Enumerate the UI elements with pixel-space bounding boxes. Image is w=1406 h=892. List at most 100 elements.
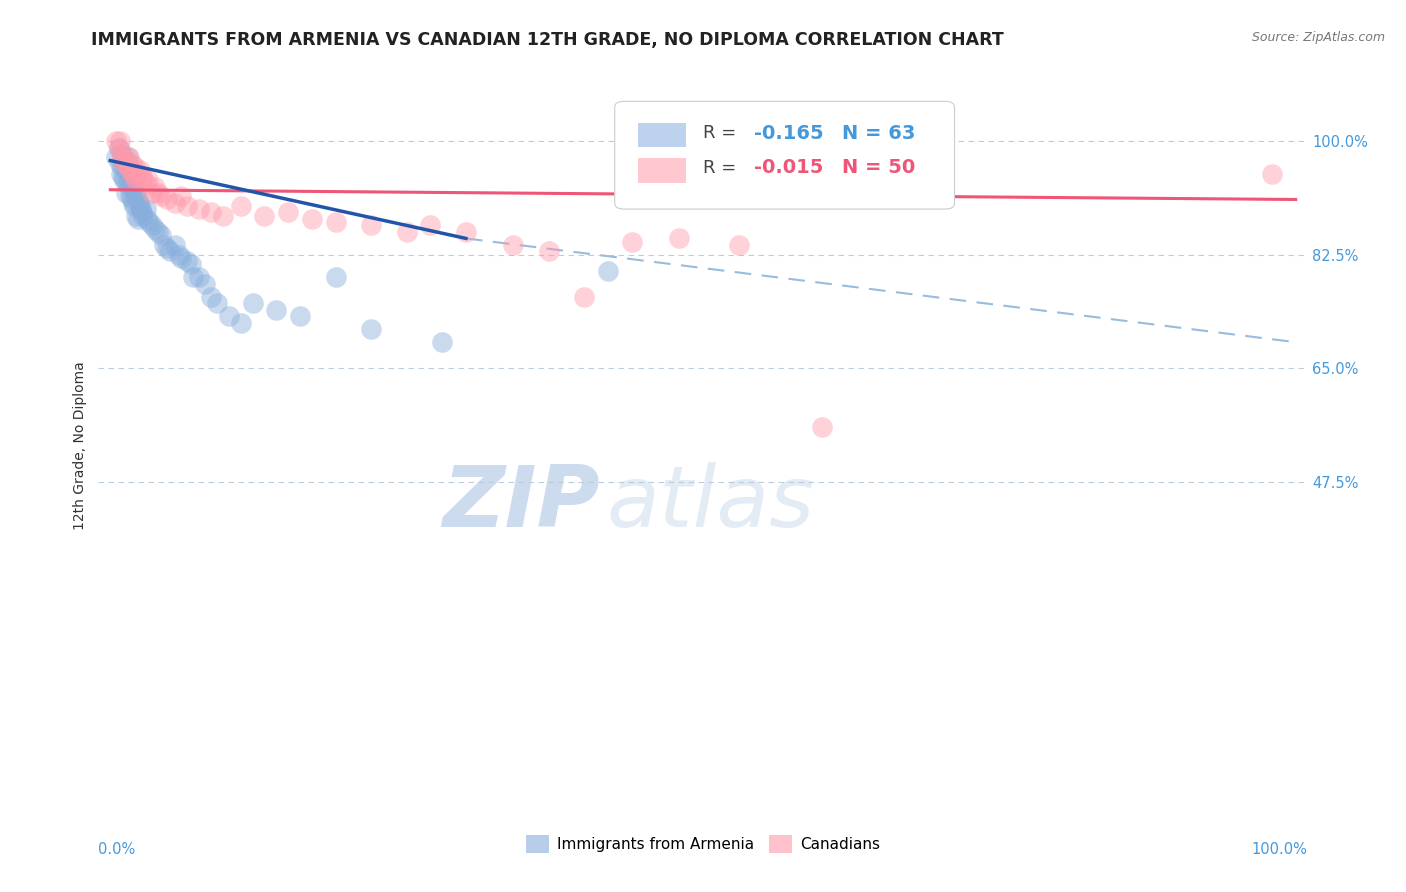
Point (117, 160, 139, 174)
Point (121, 195, 143, 210)
Point (105, 134, 128, 148)
Point (135, 176, 157, 190)
Point (114, 173, 136, 187)
Point (117, 150, 139, 164)
Point (325, 270, 347, 285)
Text: -0.015: -0.015 (754, 158, 823, 178)
Point (288, 310, 311, 324)
Point (176, 254, 198, 268)
Point (360, 219, 382, 233)
Point (150, 189, 173, 203)
Point (121, 157, 143, 171)
Point (598, 264, 620, 278)
Point (111, 160, 134, 174)
Text: Source: ZipAtlas.com: Source: ZipAtlas.com (1251, 31, 1385, 45)
Point (146, 186, 169, 200)
Point (108, 157, 131, 171)
Point (118, 150, 141, 164)
Point (121, 193, 143, 207)
Point (111, 147, 134, 161)
Point (121, 173, 143, 187)
Point (110, 167, 132, 181)
Point (132, 173, 155, 187)
Legend: Immigrants from Armenia, Canadians: Immigrants from Armenia, Canadians (520, 829, 886, 859)
Point (146, 225, 169, 239)
Point (194, 277, 217, 291)
Point (277, 205, 299, 219)
Point (181, 270, 204, 285)
Point (120, 169, 142, 184)
Text: -0.165: -0.165 (754, 124, 824, 143)
Text: 100.0%: 100.0% (1251, 842, 1308, 857)
Y-axis label: 12th Grade, No Diploma: 12th Grade, No Diploma (73, 361, 87, 531)
Point (108, 134, 131, 148)
Point (124, 186, 146, 200)
Point (537, 244, 560, 259)
Point (360, 322, 382, 336)
Point (165, 238, 187, 252)
Text: ZIP: ZIP (443, 461, 600, 545)
Point (107, 140, 129, 154)
FancyBboxPatch shape (638, 123, 686, 147)
Point (242, 296, 264, 310)
Point (200, 290, 222, 304)
Text: R =: R = (703, 159, 742, 177)
Point (110, 147, 132, 161)
Point (114, 160, 136, 174)
Point (114, 157, 136, 171)
Point (1261, 167, 1284, 181)
Point (129, 199, 152, 213)
Point (205, 296, 228, 310)
Point (132, 209, 155, 223)
Point (107, 140, 129, 154)
Point (129, 163, 152, 178)
Point (229, 199, 252, 213)
Point (124, 160, 146, 174)
Point (156, 241, 179, 255)
Point (620, 235, 643, 249)
Point (114, 186, 136, 200)
Text: IMMIGRANTS FROM ARMENIA VS CANADIAN 12TH GRADE, NO DIPLOMA CORRELATION CHART: IMMIGRANTS FROM ARMENIA VS CANADIAN 12TH… (91, 31, 1004, 49)
Point (125, 189, 148, 203)
Text: N = 50: N = 50 (842, 158, 915, 178)
FancyBboxPatch shape (638, 159, 686, 183)
Point (395, 225, 418, 239)
Point (135, 202, 157, 217)
Point (120, 189, 142, 203)
Point (727, 238, 749, 252)
Point (122, 179, 145, 194)
Point (131, 169, 153, 184)
Point (170, 251, 193, 265)
Point (111, 153, 134, 168)
Point (143, 179, 166, 194)
Point (188, 202, 211, 217)
Point (138, 215, 160, 229)
Text: 0.0%: 0.0% (98, 842, 135, 857)
Point (127, 211, 149, 226)
Point (131, 205, 153, 219)
Point (121, 176, 143, 190)
Point (212, 209, 235, 223)
Point (129, 202, 152, 217)
Point (112, 150, 135, 164)
Point (125, 173, 148, 187)
Point (136, 173, 159, 187)
Point (118, 179, 141, 194)
Text: atlas: atlas (606, 461, 814, 545)
Point (188, 270, 211, 285)
Point (141, 219, 163, 233)
Point (114, 153, 136, 168)
Point (127, 193, 149, 207)
Point (105, 150, 128, 164)
Point (165, 195, 187, 210)
Point (115, 153, 138, 168)
Point (810, 419, 832, 434)
Point (574, 290, 596, 304)
Point (122, 199, 145, 213)
FancyBboxPatch shape (614, 102, 955, 209)
Point (143, 221, 166, 235)
Point (668, 231, 690, 245)
Point (419, 219, 441, 233)
Point (264, 302, 287, 317)
Point (150, 228, 173, 243)
